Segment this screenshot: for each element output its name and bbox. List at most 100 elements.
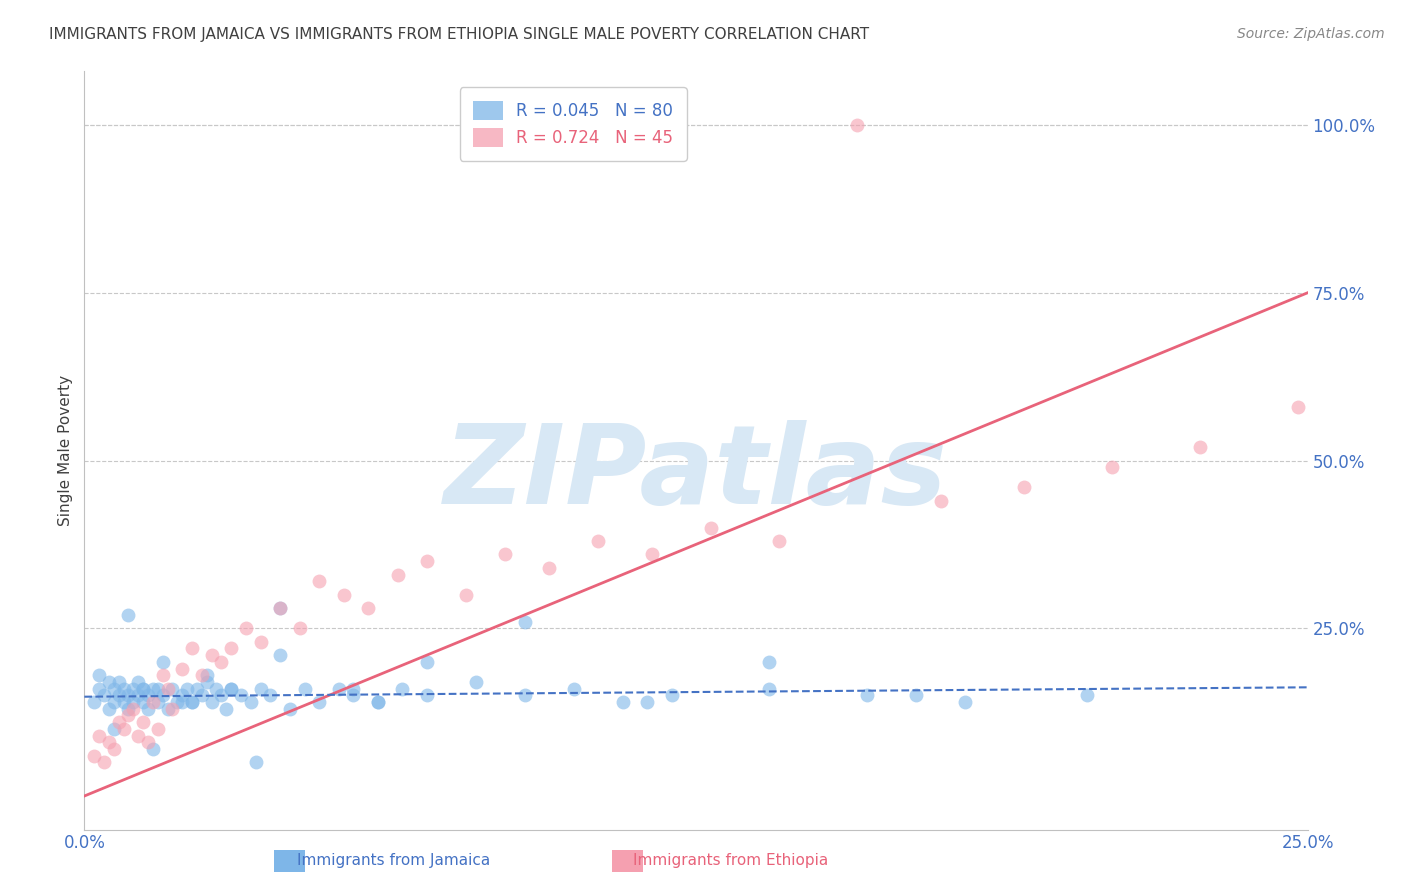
- Point: [342, 689, 364, 703]
- Point: [328, 681, 350, 696]
- Point: [1012, 480, 1035, 494]
- Point: [152, 668, 174, 682]
- Point: [586, 534, 609, 549]
- Point: [117, 689, 139, 703]
- Point: [87, 681, 110, 696]
- Legend: R = 0.045   N = 80, R = 0.724   N = 45: R = 0.045 N = 80, R = 0.724 N = 45: [460, 87, 686, 161]
- Point: [953, 695, 976, 709]
- Point: [269, 648, 291, 662]
- Point: [152, 655, 174, 669]
- Point: [103, 695, 125, 709]
- Point: [357, 601, 380, 615]
- Point: [112, 681, 135, 696]
- Point: [112, 722, 135, 736]
- Point: [93, 756, 115, 770]
- Point: [308, 574, 330, 589]
- Point: [929, 493, 952, 508]
- Point: [856, 689, 879, 703]
- Point: [513, 615, 536, 629]
- Point: [249, 634, 271, 648]
- Point: [846, 118, 869, 132]
- Point: [219, 681, 242, 696]
- Point: [103, 742, 125, 756]
- Text: Source: ZipAtlas.com: Source: ZipAtlas.com: [1237, 27, 1385, 41]
- Point: [1286, 400, 1309, 414]
- Point: [239, 695, 262, 709]
- Point: [152, 689, 174, 703]
- Point: [1188, 440, 1211, 454]
- Point: [132, 695, 155, 709]
- Point: [97, 702, 120, 716]
- Point: [132, 715, 155, 730]
- Point: [259, 689, 281, 703]
- Text: ZIPatlas: ZIPatlas: [444, 420, 948, 526]
- Point: [107, 675, 129, 690]
- Point: [454, 588, 477, 602]
- Point: [269, 601, 291, 615]
- Point: [1076, 689, 1098, 703]
- Point: [494, 548, 516, 562]
- Point: [181, 641, 204, 656]
- Point: [122, 695, 145, 709]
- Point: [117, 607, 139, 622]
- Point: [278, 702, 301, 716]
- Point: [191, 668, 214, 682]
- Point: [195, 675, 218, 690]
- Point: [162, 681, 184, 696]
- Point: [294, 681, 316, 696]
- Text: Immigrants from Ethiopia: Immigrants from Ethiopia: [634, 854, 828, 868]
- Point: [146, 722, 169, 736]
- Point: [186, 681, 208, 696]
- Point: [367, 695, 389, 709]
- Point: [219, 681, 242, 696]
- Point: [636, 695, 658, 709]
- Point: [87, 729, 110, 743]
- Point: [142, 681, 165, 696]
- Point: [127, 729, 149, 743]
- Point: [905, 689, 928, 703]
- Point: [342, 681, 364, 696]
- Point: [195, 668, 218, 682]
- Point: [122, 702, 145, 716]
- Point: [758, 681, 780, 696]
- Point: [146, 695, 169, 709]
- Point: [1101, 460, 1123, 475]
- Point: [181, 695, 204, 709]
- Point: [269, 601, 291, 615]
- Point: [209, 689, 232, 703]
- Point: [391, 681, 413, 696]
- Point: [191, 689, 214, 703]
- Point: [758, 655, 780, 669]
- Point: [332, 588, 354, 602]
- Point: [416, 554, 439, 568]
- Point: [127, 689, 149, 703]
- Point: [166, 695, 188, 709]
- Text: Immigrants from Jamaica: Immigrants from Jamaica: [297, 854, 491, 868]
- Point: [107, 689, 129, 703]
- Point: [172, 689, 194, 703]
- Point: [97, 675, 120, 690]
- Point: [156, 681, 179, 696]
- Point: [288, 621, 311, 635]
- Point: [162, 702, 184, 716]
- Point: [245, 756, 267, 770]
- Point: [200, 695, 222, 709]
- Point: [249, 681, 271, 696]
- Point: [219, 641, 242, 656]
- Point: [181, 695, 204, 709]
- Point: [142, 742, 165, 756]
- Point: [83, 695, 105, 709]
- Point: [367, 695, 389, 709]
- Point: [136, 689, 159, 703]
- Point: [117, 702, 139, 716]
- Point: [699, 521, 721, 535]
- Point: [136, 735, 159, 749]
- Point: [93, 689, 115, 703]
- Point: [136, 702, 159, 716]
- Point: [97, 735, 120, 749]
- Point: [172, 661, 194, 675]
- Point: [142, 695, 165, 709]
- Point: [641, 548, 664, 562]
- Point: [122, 681, 145, 696]
- Point: [215, 702, 238, 716]
